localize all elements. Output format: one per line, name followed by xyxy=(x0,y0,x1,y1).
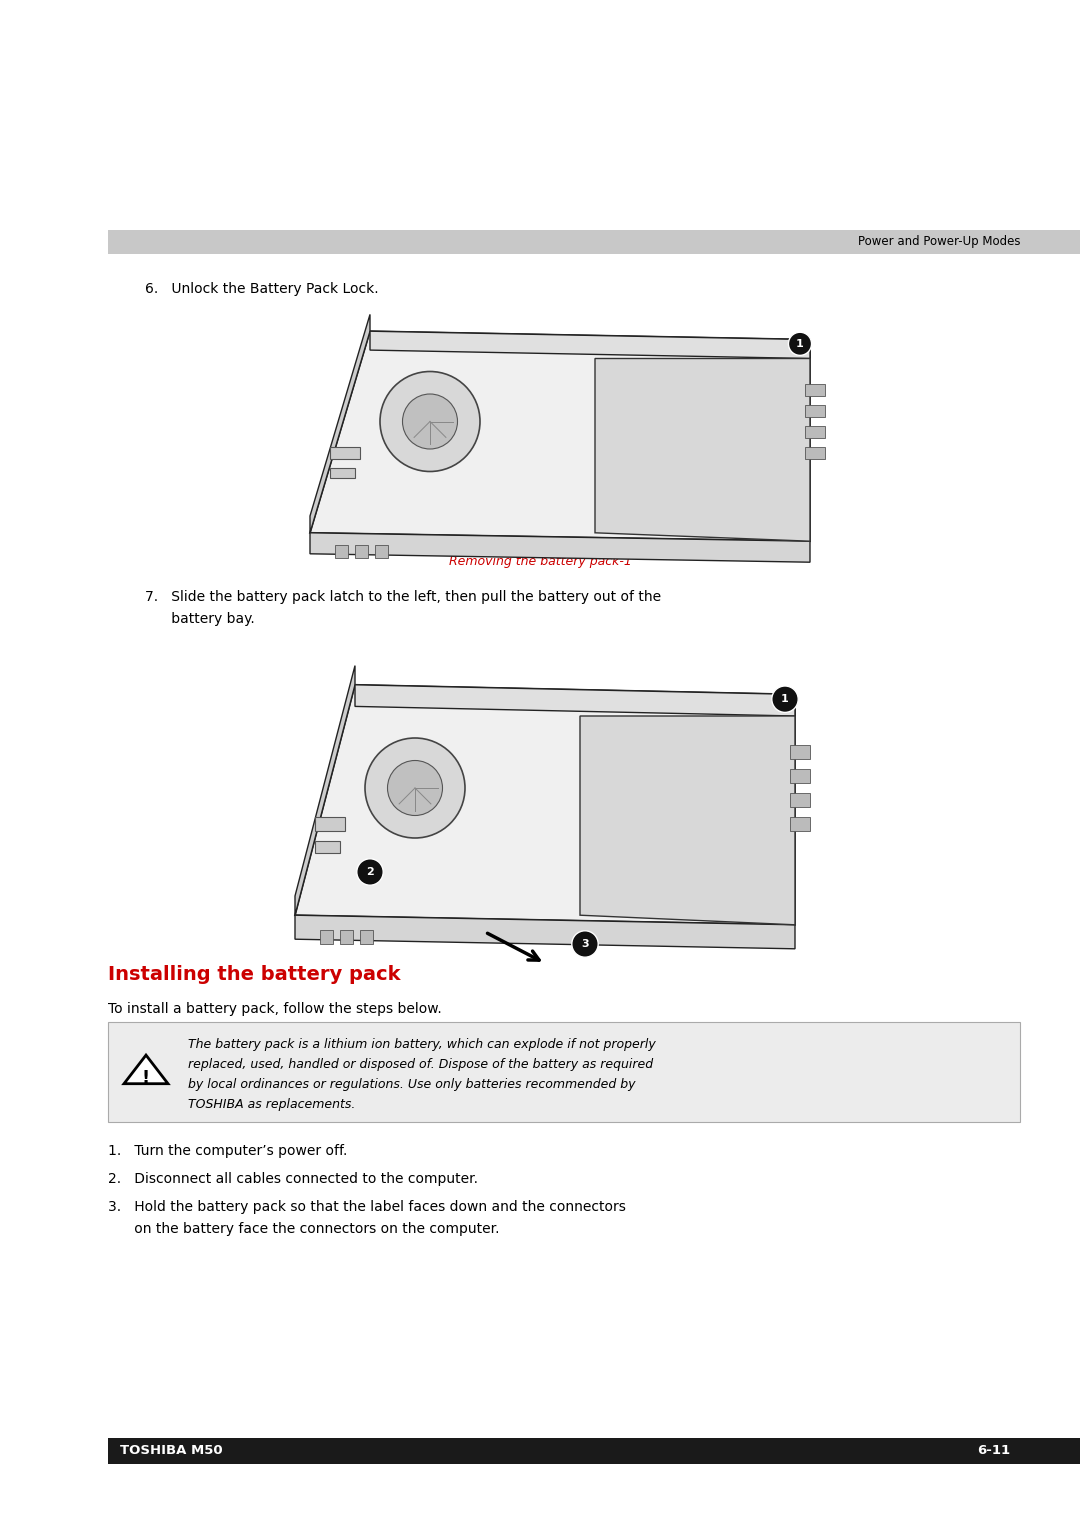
Bar xyxy=(805,405,825,417)
Text: Installing the battery pack: Installing the battery pack xyxy=(108,965,401,983)
Bar xyxy=(789,817,810,831)
Bar xyxy=(330,447,360,460)
Bar xyxy=(355,545,367,557)
Bar xyxy=(805,447,825,460)
Text: 1.   Turn the computer’s power off.: 1. Turn the computer’s power off. xyxy=(108,1144,348,1157)
Circle shape xyxy=(571,931,598,957)
Text: TOSHIBA as replacements.: TOSHIBA as replacements. xyxy=(188,1098,355,1112)
Circle shape xyxy=(388,760,443,815)
Bar xyxy=(789,793,810,808)
Bar xyxy=(330,467,355,478)
Polygon shape xyxy=(310,315,370,533)
Bar xyxy=(315,841,340,852)
Text: Power and Power-Up Modes: Power and Power-Up Modes xyxy=(858,235,1020,249)
Bar xyxy=(360,930,373,944)
Polygon shape xyxy=(310,331,810,541)
Circle shape xyxy=(403,394,458,449)
Bar xyxy=(335,545,348,557)
Bar xyxy=(789,745,810,759)
Polygon shape xyxy=(295,666,355,915)
Text: TOSHIBA M50: TOSHIBA M50 xyxy=(120,1445,222,1457)
Polygon shape xyxy=(580,716,795,925)
Polygon shape xyxy=(124,1055,168,1084)
Text: 6-11: 6-11 xyxy=(977,1445,1010,1457)
Text: 1: 1 xyxy=(781,695,788,704)
Text: by local ordinances or regulations. Use only batteries recommended by: by local ordinances or regulations. Use … xyxy=(188,1078,635,1090)
Text: replaced, used, handled or disposed of. Dispose of the battery as required: replaced, used, handled or disposed of. … xyxy=(188,1058,653,1070)
Bar xyxy=(805,383,825,397)
Text: Removing the battery pack-1: Removing the battery pack-1 xyxy=(448,554,632,568)
Text: The battery pack is a lithium ion battery, which can explode if not properly: The battery pack is a lithium ion batter… xyxy=(188,1038,656,1051)
Bar xyxy=(108,231,1080,253)
Bar xyxy=(320,930,333,944)
Polygon shape xyxy=(295,684,795,925)
Bar xyxy=(789,768,810,783)
Polygon shape xyxy=(595,359,810,541)
Text: !: ! xyxy=(141,1069,150,1087)
Text: 2.   Disconnect all cables connected to the computer.: 2. Disconnect all cables connected to th… xyxy=(108,1173,478,1186)
Text: 1: 1 xyxy=(796,339,804,348)
Circle shape xyxy=(356,858,383,886)
Text: 6.   Unlock the Battery Pack Lock.: 6. Unlock the Battery Pack Lock. xyxy=(145,282,379,296)
Bar xyxy=(315,817,345,831)
Polygon shape xyxy=(295,915,795,948)
Polygon shape xyxy=(355,684,795,716)
Circle shape xyxy=(380,371,480,472)
Polygon shape xyxy=(310,533,810,562)
Circle shape xyxy=(365,738,465,838)
Polygon shape xyxy=(370,331,810,359)
Text: battery bay.: battery bay. xyxy=(145,612,255,626)
Bar xyxy=(340,930,352,944)
Text: Removing the battery pack-2: Removing the battery pack-2 xyxy=(448,930,632,944)
Text: on the battery face the connectors on the computer.: on the battery face the connectors on th… xyxy=(108,1222,499,1235)
Text: 3: 3 xyxy=(581,939,589,948)
Text: 7.   Slide the battery pack latch to the left, then pull the battery out of the: 7. Slide the battery pack latch to the l… xyxy=(145,589,661,605)
Bar xyxy=(108,1438,1080,1464)
Circle shape xyxy=(772,686,798,713)
Text: To install a battery pack, follow the steps below.: To install a battery pack, follow the st… xyxy=(108,1002,442,1015)
Bar xyxy=(108,1022,1020,1122)
Text: 3.   Hold the battery pack so that the label faces down and the connectors: 3. Hold the battery pack so that the lab… xyxy=(108,1200,626,1214)
Bar xyxy=(805,426,825,438)
Circle shape xyxy=(788,333,811,356)
Text: 2: 2 xyxy=(366,867,374,876)
Bar xyxy=(375,545,388,557)
